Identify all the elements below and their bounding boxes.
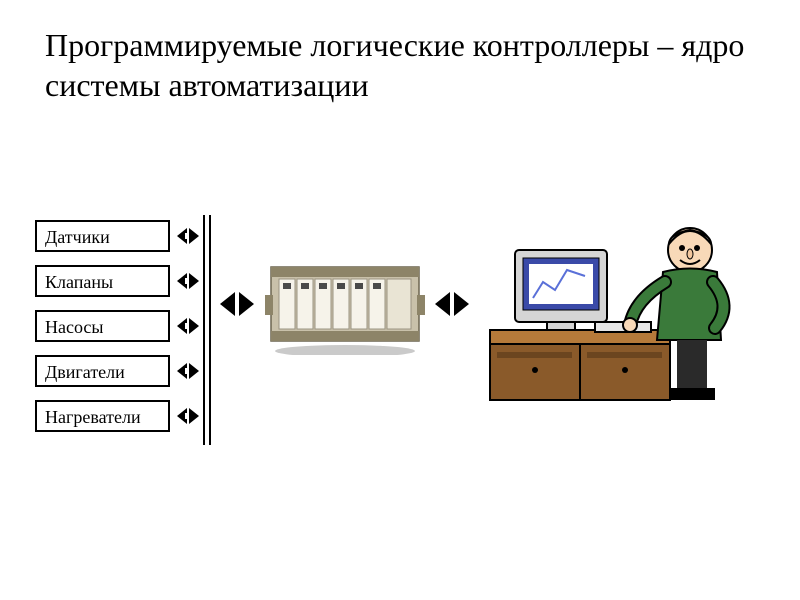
bi-arrow-icon: [177, 228, 199, 244]
diagram: Датчики Клапаны Насосы Двигатели Нагрева…: [35, 220, 765, 520]
bi-arrow-icon: [177, 408, 199, 424]
plc-rack-image: [265, 255, 425, 355]
device-box-column: Датчики Клапаны Насосы Двигатели Нагрева…: [35, 220, 170, 445]
bi-arrow-icon: [177, 363, 199, 379]
bi-arrow-icon: [220, 292, 254, 316]
box-heaters: Нагреватели: [35, 400, 170, 432]
bi-arrow-icon: [177, 318, 199, 334]
box-valves: Клапаны: [35, 265, 170, 297]
bus-line: [203, 215, 211, 445]
box-motors: Двигатели: [35, 355, 170, 387]
page-title: Программируемые логические контроллеры –…: [45, 25, 800, 105]
bi-arrow-icon: [177, 273, 199, 289]
box-pumps: Насосы: [35, 310, 170, 342]
bi-arrow-icon: [435, 292, 469, 316]
box-sensors: Датчики: [35, 220, 170, 252]
operator-image: [485, 210, 745, 420]
box-arrow-column: [177, 220, 199, 453]
